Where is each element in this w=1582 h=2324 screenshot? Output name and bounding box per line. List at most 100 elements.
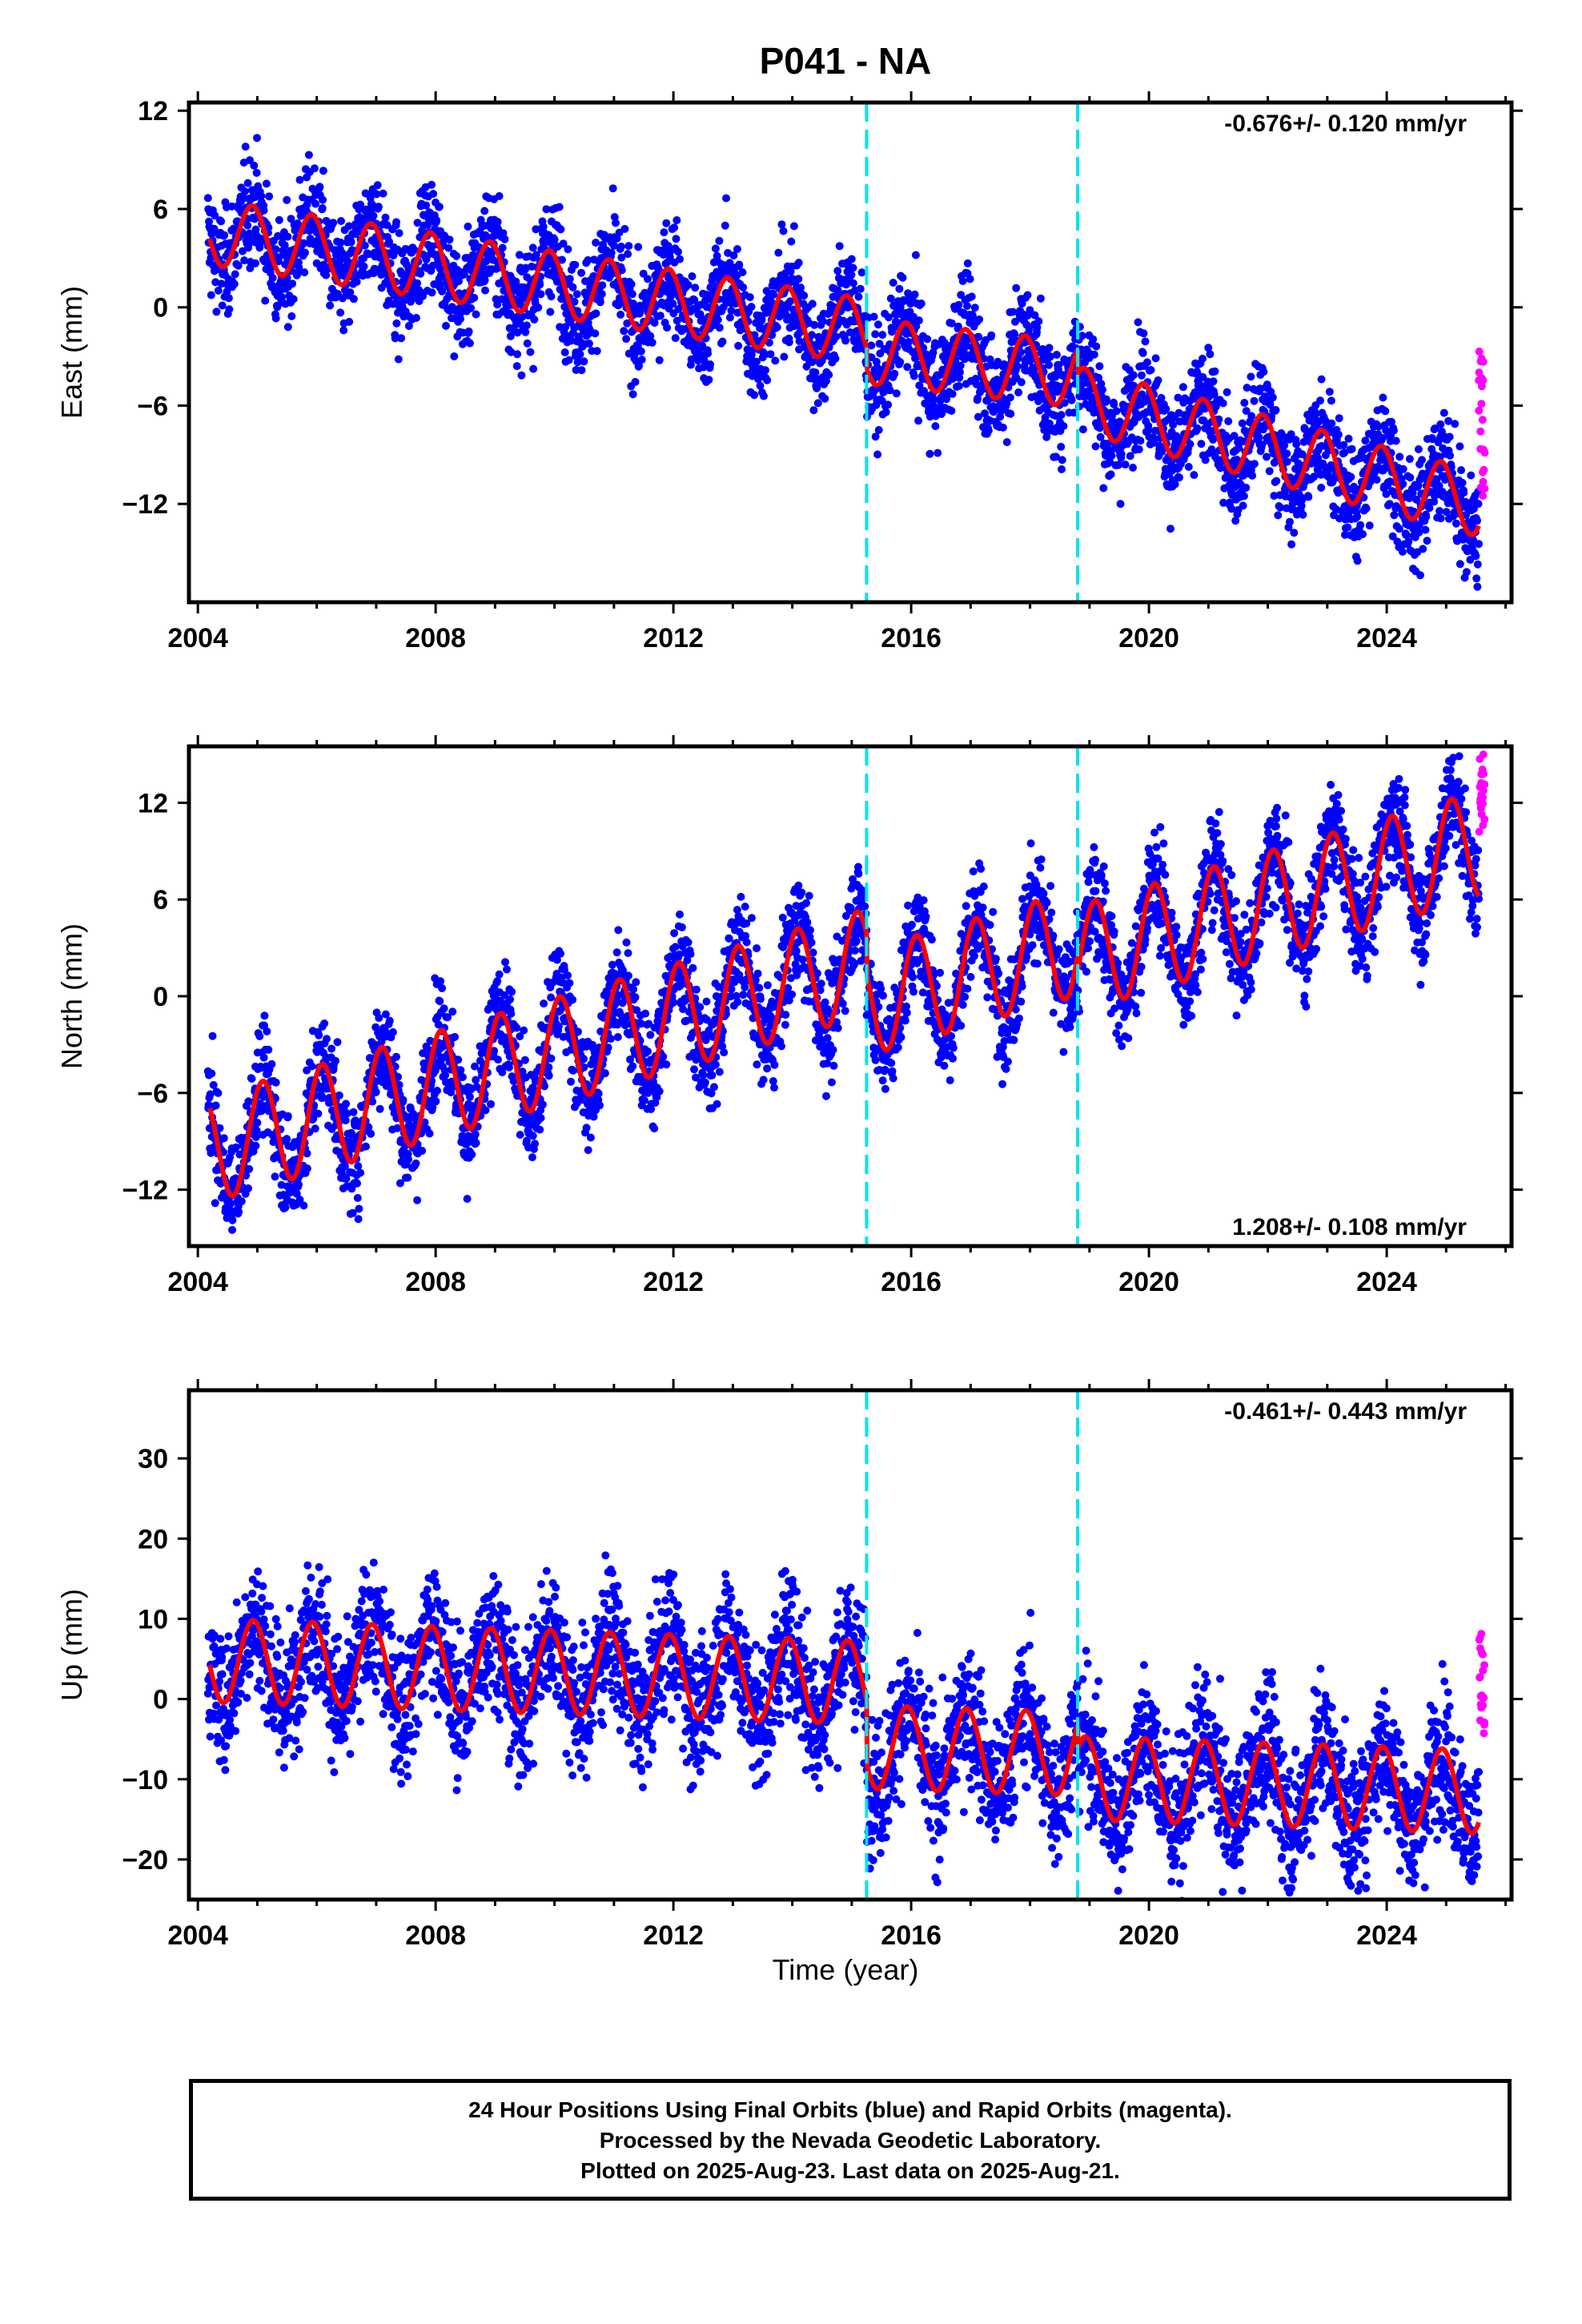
data-point [450,352,459,360]
data-point [438,287,447,296]
data-point [931,422,940,431]
data-point [849,279,857,287]
data-point [592,239,600,247]
data-point [676,255,684,263]
data-point [1339,440,1348,449]
data-point [1170,480,1179,489]
data-point [1186,440,1195,448]
data-point [608,184,617,193]
data-point [774,248,783,257]
data-point [1058,456,1066,464]
data-point [211,211,219,220]
data-point [375,1104,384,1113]
data-point [280,241,289,250]
data-point [346,288,355,297]
data-point [1473,582,1482,591]
data-point [620,224,629,233]
data-point [1379,393,1387,402]
data-point [441,1071,450,1080]
data-point [467,304,476,312]
data-point [810,320,819,329]
data-point [287,215,295,223]
data-point [847,271,856,279]
data-point [471,1130,480,1139]
data-point [1095,362,1104,371]
data-point [1287,540,1296,549]
data-point [684,280,693,289]
data-point [857,268,866,277]
data-point [506,995,515,1003]
data-point [394,355,403,364]
data-point [265,192,274,201]
data-point [871,330,880,339]
data-point [413,279,422,287]
data-point [296,211,305,220]
data-point [763,376,772,384]
rapid-point [1479,357,1488,366]
data-point [504,1063,513,1072]
data-point [674,305,683,313]
data-point [584,255,592,264]
data-point [833,267,842,275]
data-point [503,965,511,974]
data-point [465,339,474,348]
data-point [207,1069,216,1078]
data-point [550,235,559,244]
data-point [311,1124,319,1133]
data-point [1134,318,1142,327]
data-point [289,295,298,304]
data-point [1045,344,1054,352]
rapid-point [1477,400,1486,408]
data-point [1423,537,1431,545]
data-point [513,350,522,359]
data-point [1058,465,1066,473]
data-point [1347,472,1355,481]
data-point [873,450,882,459]
data-point [1334,430,1343,439]
data-point [617,266,626,275]
data-point [711,244,720,253]
data-point [954,322,962,331]
data-point [1286,517,1294,526]
data-point [794,259,803,267]
data-point [934,448,942,457]
data-point [884,400,893,409]
data-point [271,1078,280,1087]
data-point [1365,521,1374,530]
data-point [1325,388,1334,396]
data-point [1263,452,1271,461]
data-point [1422,513,1431,521]
data-point [228,1225,236,1234]
data-point [207,291,215,300]
data-point [617,253,626,262]
data-point [424,220,432,229]
data-point [385,1016,394,1025]
data-point [1078,425,1087,434]
data-point [520,1055,529,1064]
data-point [413,1196,422,1204]
data-point [337,217,345,225]
data-point [903,363,912,372]
data-point [1138,371,1146,380]
data-point [825,371,833,379]
data-point [536,290,545,299]
data-point [412,314,420,322]
data-point [1219,399,1227,408]
data-point [623,319,632,328]
data-point [1197,440,1206,448]
data-point [627,279,636,288]
data-point [422,255,431,263]
data-point [1359,530,1367,538]
data-point [440,1004,448,1013]
data-point [319,195,327,204]
data-point [1310,472,1319,481]
data-point [261,296,270,305]
data-point [318,203,327,212]
data-point [1012,283,1021,292]
data-point [251,259,259,267]
data-point [966,275,974,283]
data-point [1129,371,1138,380]
data-point [231,270,239,279]
data-point [1209,377,1218,386]
